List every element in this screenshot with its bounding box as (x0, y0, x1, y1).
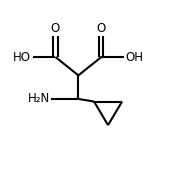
Text: H₂N: H₂N (28, 92, 50, 105)
Text: OH: OH (126, 50, 144, 64)
Text: O: O (97, 22, 106, 35)
Text: HO: HO (13, 50, 31, 64)
Text: O: O (51, 22, 60, 35)
